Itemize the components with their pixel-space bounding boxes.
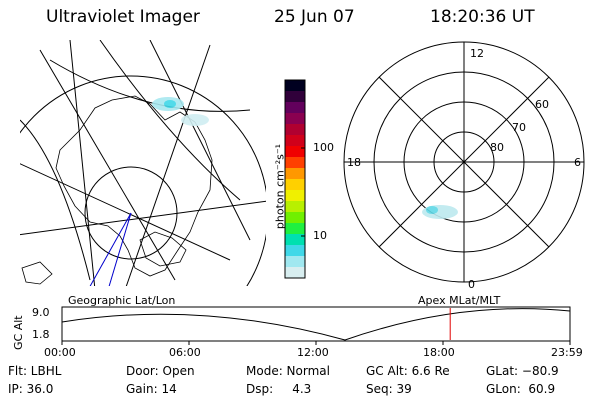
ip-value: IP: 36.0 (8, 382, 54, 396)
colorbar-band (285, 102, 305, 114)
seq-value: Seq: 39 (366, 382, 412, 396)
colorbar-band (285, 91, 305, 103)
orbit-x-tick-1200: 12:00 (297, 346, 329, 359)
glon-value: GLon: 60.9 (486, 382, 556, 396)
latitude-circle-outer (20, 75, 266, 286)
colorbar-band (285, 168, 305, 180)
glat-value: GLat: −80.9 (486, 364, 559, 378)
colorbar-tick-10: 10 (313, 229, 327, 242)
colorbar-band (285, 113, 305, 125)
mlt-label-18: 18 (347, 156, 361, 169)
dsp-value: Dsp: 4.3 (246, 382, 312, 396)
colorbar-band (285, 80, 305, 92)
mlat-label-60: 60 (535, 98, 549, 111)
orbit-y-tick-9: 9.0 (32, 306, 50, 319)
gain-value: Gain: 14 (126, 382, 177, 396)
orbit-x-tick-1800: 18:00 (423, 346, 455, 359)
orbit-x-tick-0000: 00:00 (44, 346, 76, 359)
colorbar-band (285, 124, 305, 136)
colorbar-band (285, 201, 305, 213)
mlt-label-0: 0 (468, 278, 475, 291)
orbit-y-tick-1.8: 1.8 (32, 328, 50, 341)
colorbar-band (285, 256, 305, 268)
door-value: Door: Open (126, 364, 195, 378)
observation-time: 18:20:36 UT (430, 7, 535, 27)
colorbar-band (285, 157, 305, 169)
observation-date: 25 Jun 07 (274, 7, 355, 27)
instrument-title: Ultraviolet Imager (46, 7, 200, 27)
colorbar-band (285, 146, 305, 158)
mlat-label-70: 70 (512, 121, 526, 134)
colorbar-band (285, 245, 305, 257)
colorbar-band (285, 267, 305, 279)
colorbar-band (285, 234, 305, 246)
colorbar-band (285, 179, 305, 191)
altitude-curve (61, 308, 571, 341)
orbit-x-tick-2359: 23:59 (551, 346, 583, 359)
colorbar-band (285, 190, 305, 202)
colorbar-tick-100: 100 (313, 141, 334, 154)
orbit-x-tick-0600: 06:00 (169, 346, 201, 359)
mode-value: Mode: Normal (246, 364, 330, 378)
gc-alt-value: GC Alt: 6.6 Re (366, 364, 450, 378)
geographic-label: Geographic Lat/Lon (68, 294, 176, 307)
colorbar-band (285, 223, 305, 235)
mlat-label-80: 80 (490, 141, 504, 154)
mlt-label-12: 12 (470, 47, 484, 60)
apex-label: Apex MLat/MLT (418, 294, 501, 307)
colorbar-band (285, 212, 305, 224)
filter-value: Flt: LBHL (8, 364, 62, 378)
orbit-y-label: GC Alt (12, 315, 25, 350)
colorbar-band (285, 135, 305, 147)
mlt-label-6: 6 (574, 156, 581, 169)
